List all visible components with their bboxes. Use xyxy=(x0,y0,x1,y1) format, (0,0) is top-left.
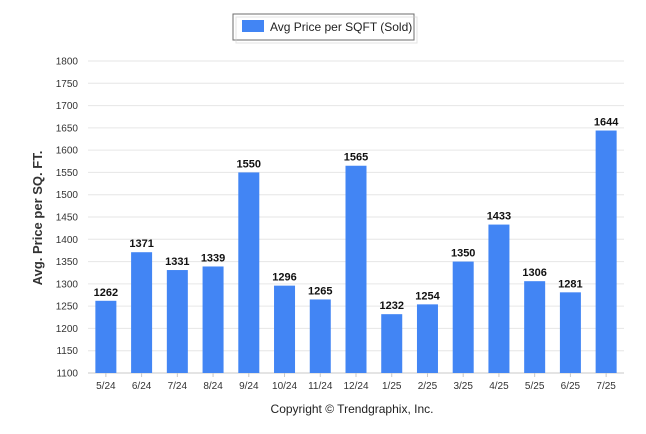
bar xyxy=(238,172,260,373)
data-label: 1371 xyxy=(129,238,153,250)
y-tick-label: 1750 xyxy=(56,79,79,90)
y-tick-label: 1250 xyxy=(56,302,79,313)
bar xyxy=(202,266,224,373)
x-tick-label: 3/25 xyxy=(453,381,473,392)
data-label: 1339 xyxy=(201,252,225,264)
data-label: 1306 xyxy=(522,267,546,279)
bar xyxy=(452,261,474,373)
legend: Avg Price per SQFT (Sold) xyxy=(232,13,418,44)
y-tick-label: 1350 xyxy=(56,257,79,268)
bar xyxy=(95,300,117,373)
x-tick-label: 8/24 xyxy=(203,381,223,392)
y-axis-title: Avg. Price per SQ. FT. xyxy=(30,151,45,286)
legend-swatch xyxy=(242,20,264,32)
data-label: 1331 xyxy=(165,256,189,268)
x-tick-label: 9/24 xyxy=(239,381,259,392)
y-tick-label: 1200 xyxy=(56,324,79,335)
x-tick-label: 5/24 xyxy=(96,381,116,392)
y-tick-label: 1300 xyxy=(56,279,79,290)
x-tick-label: 6/25 xyxy=(561,381,581,392)
x-tick-label: 12/24 xyxy=(343,381,368,392)
data-label: 1232 xyxy=(379,300,403,312)
data-label: 1262 xyxy=(94,287,118,299)
x-tick-label: 5/25 xyxy=(525,381,545,392)
bar xyxy=(309,299,331,373)
y-tick-label: 1500 xyxy=(56,190,79,201)
x-tick-label: 11/24 xyxy=(308,381,333,392)
y-tick-label: 1650 xyxy=(56,123,79,134)
y-tick-label: 1700 xyxy=(56,101,79,112)
x-tick-label: 10/24 xyxy=(272,381,297,392)
bar xyxy=(524,281,546,373)
data-labels: 1262 1371 1331 1339 1550 1296 1265 1565 1232 1254… xyxy=(94,117,620,313)
y-tick-labels: 1100 1150 1200 1250 1300 1350 1400 1450 1500 1550… xyxy=(56,57,79,380)
data-label: 1265 xyxy=(308,285,332,297)
y-tick-label: 1100 xyxy=(56,369,78,380)
bar xyxy=(131,252,153,373)
bars xyxy=(95,130,617,373)
x-tick-label: 2/25 xyxy=(418,381,438,392)
y-tick-label: 1800 xyxy=(56,57,79,68)
x-tick-label: 1/25 xyxy=(382,381,402,392)
data-label: 1350 xyxy=(451,248,475,260)
x-tick-label: 7/24 xyxy=(168,381,188,392)
y-tick-label: 1600 xyxy=(56,146,79,157)
legend-shadow xyxy=(235,16,418,44)
y-tick-label: 1450 xyxy=(56,213,79,224)
data-label: 1433 xyxy=(487,211,511,223)
x-tick-labels: 5/24 6/24 7/24 8/24 9/24 10/24 11/24 12/24 1/25 2… xyxy=(96,373,616,392)
bar xyxy=(559,292,581,373)
bar xyxy=(381,314,403,373)
data-label: 1550 xyxy=(237,158,261,170)
data-label: 1296 xyxy=(272,272,296,284)
bar xyxy=(274,285,296,373)
x-tick-label: 4/25 xyxy=(489,381,509,392)
data-label: 1281 xyxy=(558,278,582,290)
data-label: 1644 xyxy=(594,117,619,129)
y-tick-label: 1550 xyxy=(56,168,79,179)
bar xyxy=(488,224,510,373)
data-label: 1254 xyxy=(415,290,440,302)
x-tick-label: 6/24 xyxy=(132,381,152,392)
copyright-text: Copyright © Trendgraphix, Inc. xyxy=(271,402,434,416)
data-label: 1565 xyxy=(344,152,368,164)
x-tick-label: 7/25 xyxy=(596,381,616,392)
legend-label: Avg Price per SQFT (Sold) xyxy=(270,20,412,34)
bar xyxy=(166,270,188,373)
y-tick-label: 1400 xyxy=(56,235,79,246)
y-tick-label: 1150 xyxy=(56,346,78,357)
bar xyxy=(416,304,438,373)
bar xyxy=(345,165,367,373)
bar xyxy=(595,130,617,373)
